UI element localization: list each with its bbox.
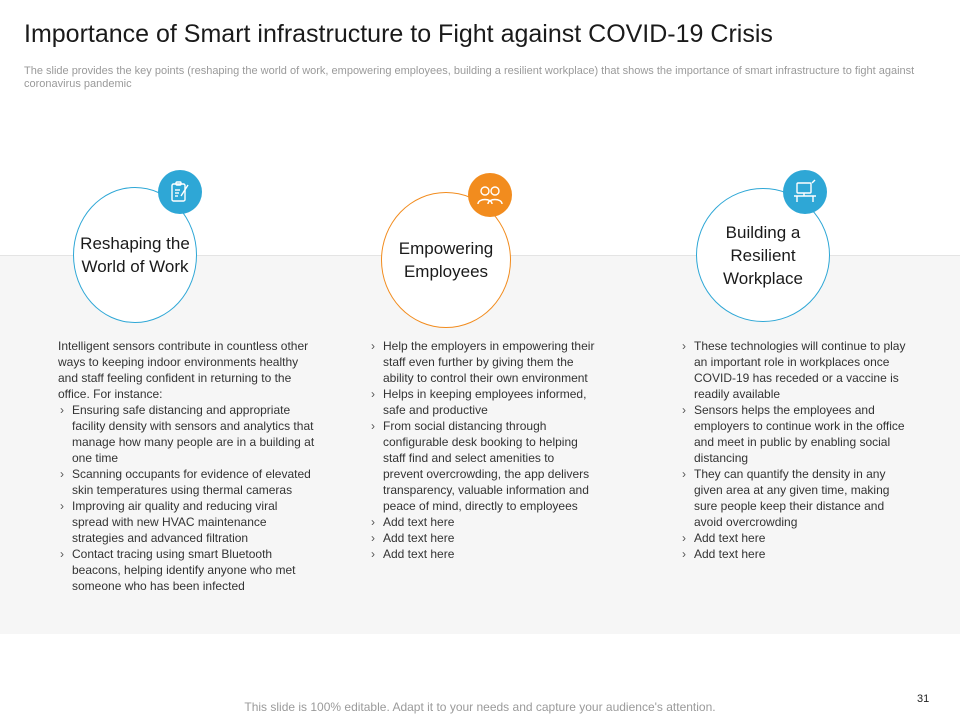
heading-line: Reshaping the: [80, 234, 190, 253]
list-item: Improving air quality and reducing viral…: [58, 498, 316, 546]
list-item: Scanning occupants for evidence of eleva…: [58, 466, 316, 498]
column-reshaping-text: Intelligent sensors contribute in countl…: [58, 338, 316, 594]
column-empowering-text: Help the employers in empowering their s…: [369, 338, 595, 562]
heading-line: Empowering: [398, 239, 494, 258]
list-item: Help the employers in empowering their s…: [369, 338, 595, 386]
list-item: Ensuring safe distancing and appropriate…: [58, 402, 316, 466]
list-item: These technologies will continue to play…: [680, 338, 910, 402]
list-item: Helps in keeping employees informed, saf…: [369, 386, 595, 418]
slide-subtitle: The slide provides the key points (resha…: [24, 65, 915, 90]
bullet-list: Ensuring safe distancing and appropriate…: [58, 402, 316, 594]
bullet-list: These technologies will continue to play…: [680, 338, 910, 562]
heading-line: Employees: [403, 262, 489, 281]
list-item: Sensors helps the employees and employer…: [680, 402, 910, 466]
heading-line: Workplace: [723, 268, 803, 288]
list-item: Add text here: [680, 530, 910, 546]
heading-reshaping-world-of-work: Reshaping the World of Work: [80, 232, 190, 278]
list-item: Add text here: [369, 530, 595, 546]
slide-title: Importance of Smart infrastructure to Fi…: [24, 20, 773, 48]
column-intro: Intelligent sensors contribute in countl…: [58, 339, 309, 401]
heading-line: Building a: [725, 222, 801, 242]
people-icon: [468, 173, 512, 217]
heading-building-resilient-workplace: Building a Resilient Workplace: [723, 221, 803, 290]
circle-empowering-employees: Empowering Employees: [381, 192, 511, 328]
heading-line: World of Work: [81, 257, 189, 276]
heading-empowering-employees: Empowering Employees: [399, 237, 494, 283]
heading-line: Resilient: [730, 245, 796, 265]
list-item: Contact tracing using smart Bluetooth be…: [58, 546, 316, 594]
column-resilient-text: These technologies will continue to play…: [680, 338, 910, 562]
list-item: Add text here: [369, 514, 595, 530]
footer-note: This slide is 100% editable. Adapt it to…: [244, 700, 716, 714]
bullet-list: Help the employers in empowering their s…: [369, 338, 595, 562]
list-item: Add text here: [369, 546, 595, 562]
list-item: From social distancing through configura…: [369, 418, 595, 514]
clipboard-pen-icon: [158, 170, 202, 214]
monitor-desk-icon: [783, 170, 827, 214]
list-item: They can quantify the density in any giv…: [680, 466, 910, 530]
page-number: 31: [917, 693, 930, 705]
list-item: Add text here: [680, 546, 910, 562]
